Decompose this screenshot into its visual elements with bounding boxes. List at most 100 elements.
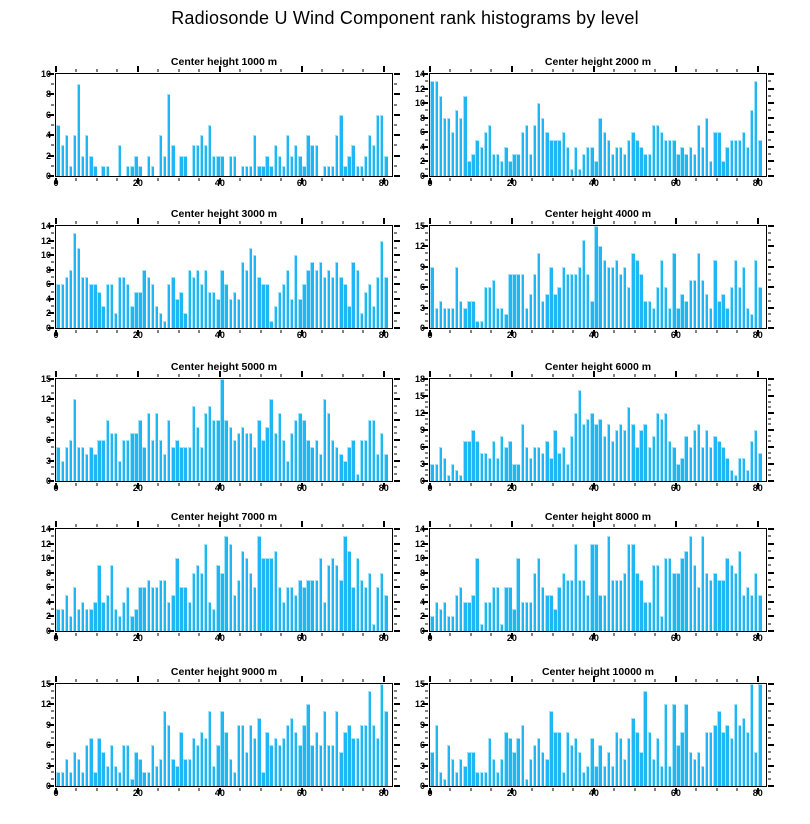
tick-mark	[422, 131, 428, 134]
tick-mark	[716, 788, 718, 791]
y-tick-label: 6	[419, 282, 425, 293]
histogram-bar	[339, 114, 343, 176]
histogram-bar	[688, 146, 692, 176]
tick-mark	[422, 394, 428, 397]
tick-mark	[136, 371, 139, 377]
histogram-bar	[248, 165, 253, 176]
histogram-bar	[285, 135, 290, 176]
tick-mark	[552, 69, 554, 72]
tick-mark	[592, 330, 595, 336]
tick-mark	[51, 247, 54, 249]
tick-mark	[422, 615, 428, 618]
x-tick-label: 0	[427, 483, 433, 493]
histogram-bar	[606, 266, 610, 328]
x-tick-label: 60	[670, 483, 681, 493]
y-tick-label: 6	[45, 740, 51, 751]
histogram-bar	[171, 758, 175, 786]
tick-mark	[51, 564, 54, 566]
tick-mark	[75, 69, 77, 72]
tick-mark	[51, 446, 54, 448]
tick-mark	[552, 524, 554, 527]
histogram-bar	[647, 447, 651, 481]
histogram-bar	[459, 758, 463, 786]
tick-mark	[362, 524, 364, 527]
tick-mark	[96, 483, 98, 486]
tick-mark	[48, 586, 54, 589]
tick-mark	[48, 542, 54, 545]
tick-mark	[394, 630, 400, 632]
histogram-bar	[216, 155, 220, 176]
tick-mark	[394, 144, 397, 146]
histogram-bar	[651, 307, 656, 328]
histogram-bar	[158, 440, 163, 481]
histogram-bar	[713, 132, 717, 176]
histogram-bar	[359, 165, 363, 176]
histogram-bar	[565, 464, 569, 481]
tick-mark	[768, 423, 771, 425]
histogram-bar	[602, 765, 606, 786]
histogram-bar	[310, 447, 314, 481]
histogram-bar	[463, 95, 467, 176]
tick-mark	[425, 457, 428, 459]
histogram-bar	[750, 594, 754, 631]
histogram-bar	[483, 132, 488, 176]
tick-mark	[425, 751, 428, 753]
tick-mark	[510, 66, 513, 72]
tick-mark	[490, 330, 492, 333]
histogram-bar	[729, 565, 733, 631]
histogram-bar	[602, 260, 606, 328]
tick-mark	[48, 239, 54, 242]
tick-mark	[531, 524, 533, 527]
tick-mark	[490, 69, 492, 72]
tick-mark	[422, 175, 428, 177]
tick-mark	[695, 178, 697, 181]
histogram-bar	[384, 453, 388, 481]
tick-mark	[55, 633, 57, 639]
subplot-title: Center height 4000 m	[544, 208, 652, 220]
tick-mark	[470, 374, 472, 377]
histogram-bar	[758, 684, 762, 786]
histogram-bar	[142, 587, 146, 631]
tick-mark	[239, 178, 241, 181]
histogram-bar	[721, 580, 725, 631]
histogram-bar	[367, 284, 372, 328]
histogram-bar	[541, 452, 545, 481]
histogram-bar	[64, 758, 68, 786]
y-tick-label: 9	[419, 719, 425, 730]
histogram-bar	[285, 724, 290, 786]
histogram-bar	[203, 413, 208, 481]
tick-mark	[321, 178, 323, 181]
histogram-bar	[347, 155, 351, 176]
histogram-bar	[463, 307, 467, 328]
histogram-bar	[126, 165, 130, 176]
tick-mark	[260, 374, 262, 377]
tick-mark	[157, 221, 159, 224]
histogram-bar	[371, 145, 376, 176]
histogram-bar	[216, 745, 220, 786]
histogram-bar	[56, 125, 60, 176]
tick-mark	[425, 469, 428, 471]
tick-mark	[592, 178, 595, 184]
tick-mark	[768, 600, 774, 603]
tick-mark	[48, 297, 54, 300]
tick-mark	[321, 524, 323, 527]
histogram-bar	[101, 306, 105, 328]
tick-mark	[768, 690, 771, 692]
histogram-bar	[651, 758, 656, 786]
histogram-bar	[729, 469, 733, 481]
histogram-bar	[536, 447, 541, 481]
histogram-bar	[277, 155, 282, 176]
tick-mark	[218, 371, 221, 377]
histogram-bar	[68, 269, 73, 328]
tick-mark	[768, 480, 774, 482]
tick-mark	[136, 218, 139, 224]
histogram-bar	[737, 550, 742, 631]
histogram-bar	[504, 587, 508, 631]
histogram-bar	[631, 132, 635, 176]
tick-mark	[342, 221, 344, 224]
histogram-bar	[487, 738, 492, 786]
histogram-bar	[359, 440, 363, 481]
x-tick-label: 60	[670, 330, 681, 340]
histogram-bar	[700, 536, 705, 631]
tick-mark	[470, 524, 472, 527]
